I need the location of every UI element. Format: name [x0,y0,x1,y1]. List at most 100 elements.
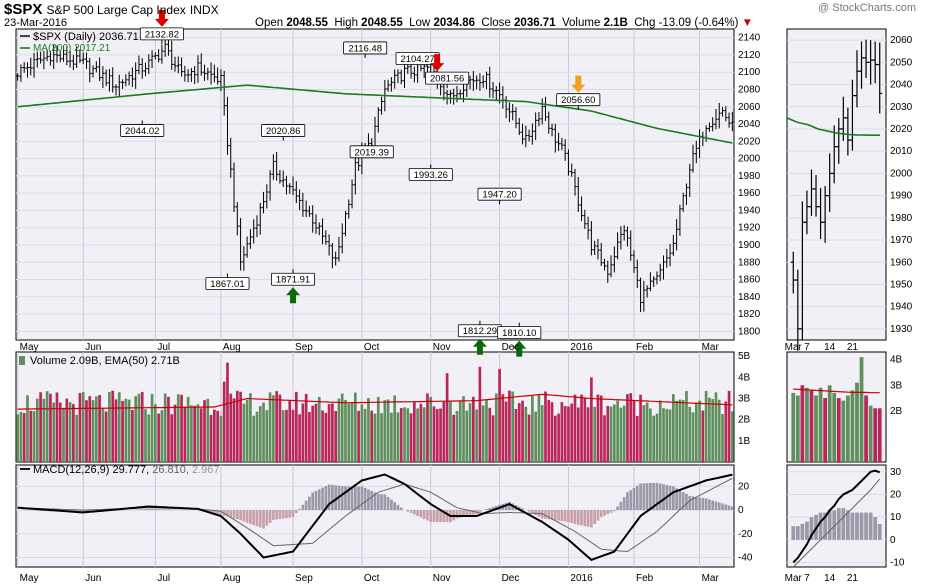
volume-bar [635,415,639,462]
ma200-line [17,84,733,144]
volume-bar [805,387,809,462]
volume-bar [652,415,656,462]
volume-bar [265,410,269,462]
volume-bar [606,405,610,462]
histogram-bar [672,486,675,511]
volume-bar [791,392,796,462]
ohlc-bar [616,232,620,260]
histogram-bar [655,482,659,511]
ohlc-bar [639,277,643,313]
ohlc-bar [593,240,597,256]
volume-bar [449,401,452,462]
legend-macd-value: MACD(12,26,9) 29.777, [33,464,152,476]
month-label-bottom: Jun [85,573,101,584]
ohlc-bar [580,196,584,222]
price-annotation: 2019.39 [349,141,394,159]
ohlc-bar [42,51,46,70]
ohlc-bar [206,67,210,81]
volume-bar [94,396,98,462]
ohlc-bar [491,82,495,99]
annotation-label: 1993.26 [414,170,448,181]
histogram-bar [721,503,724,511]
histogram-bar [652,482,656,511]
volume-bar [255,411,259,462]
histogram-bar [347,486,351,511]
ohlc-bar [88,58,92,83]
histogram-bar [173,509,177,511]
histogram-bar [540,510,544,519]
volume-bar [649,408,652,462]
ohlc-bar [347,199,351,219]
ohlc-bar [111,67,115,93]
ohlc-bar [166,39,170,56]
volume-bar [203,400,206,462]
histogram-bar [599,510,603,518]
volume-bar [49,393,52,462]
volume-bar [531,395,534,462]
volume-bar [199,408,203,462]
zoom-date-label: 14 [824,342,836,353]
volume-bar [622,405,626,462]
volume-bar [550,402,554,462]
price-tick-label: 1920 [738,223,761,234]
histogram-bar [219,510,223,515]
ohlc-bar [62,45,66,62]
volume-bar [153,404,157,462]
histogram-bar [406,510,410,512]
histogram-bar [827,510,832,540]
volume-bar [196,404,200,462]
volume-bar [229,393,233,462]
zoom-price-tick-label: 1990 [890,191,913,202]
volume-bar [704,390,708,462]
ohlc-bar [724,106,728,122]
volume-bar [232,398,236,462]
histogram-bar [140,509,144,511]
zoom-price-tick-label: 1980 [890,213,913,224]
month-label-bottom: Nov [433,573,451,584]
histogram-bar [216,510,219,515]
ohlc-bar [665,249,669,268]
volume-bar [662,408,665,462]
volume-bar [399,408,403,462]
price-annotation: 2044.02 [120,120,165,137]
price-tick-label: 1860 [738,275,761,286]
volume-bar [62,407,65,462]
month-label-bottom: Aug [223,573,241,584]
price-annotation: 1947.20 [477,187,522,205]
price-annotation: 2132.82 [139,9,184,44]
ohlc-bar [101,66,105,88]
ohlc-bar [232,162,236,213]
annotation-box [349,145,394,159]
zoom-date-label-bottom: Mar [785,573,803,584]
annotation-label: 2056.60 [561,95,595,106]
volume-bar [331,403,334,462]
annotation-label: 1871.91 [276,275,310,286]
ohlc-bar [252,219,256,244]
price-annotation: 1871.91 [271,269,316,304]
ohlc-bar [570,163,574,177]
volume-bar [91,400,95,462]
histogram-bar [321,487,324,511]
annotation-label: 1810.10 [502,328,536,339]
volume-bar [81,392,85,462]
zoom-date-label: 7 [804,342,810,353]
volume-tick-label: 3B [738,394,751,405]
histogram-bar [841,508,846,540]
histogram-bar [160,509,164,511]
histogram-bar [488,507,492,511]
histogram-bar [688,495,692,511]
histogram-bar [262,510,265,529]
histogram-bar [301,504,305,511]
price-annotation: 1993.26 [408,164,453,181]
volume-bar [688,406,692,462]
ohlc-bar [301,192,305,217]
histogram-bar [694,496,698,511]
volume-bar [72,404,75,462]
histogram-bar [455,510,459,519]
ohlc-bar [58,51,62,63]
ohlc-bar [25,62,29,78]
ohlc-bar [98,57,102,81]
ohlc-bar [216,67,220,85]
legend-ma: MA(200) 2017.21 [33,43,111,54]
zoom-price-tick-label: 2030 [890,102,913,113]
